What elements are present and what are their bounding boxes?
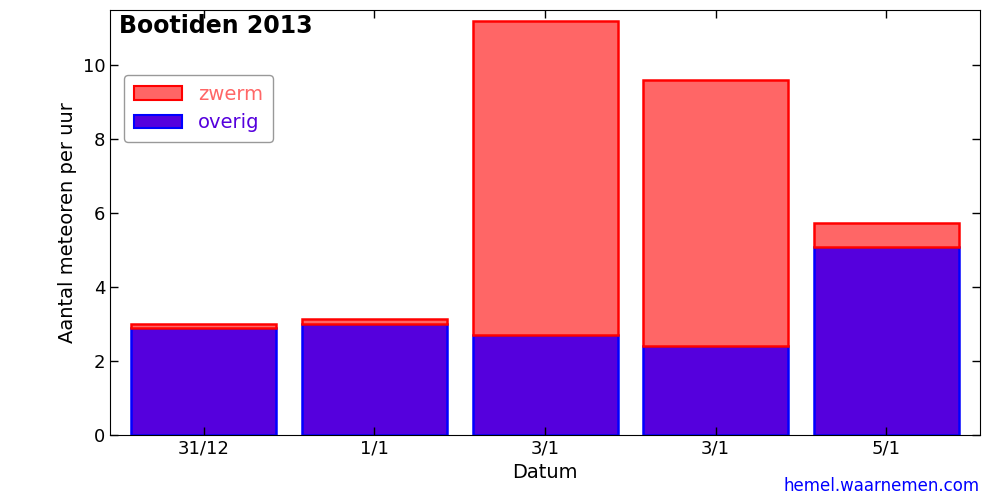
- Bar: [131, 324, 276, 328]
- Bar: [643, 80, 788, 346]
- Bar: [131, 328, 276, 435]
- Y-axis label: Aantal meteoren per uur: Aantal meteoren per uur: [58, 102, 77, 343]
- Legend: zwerm, overig: zwerm, overig: [124, 75, 273, 142]
- Bar: [302, 324, 447, 435]
- Bar: [302, 318, 447, 324]
- Bar: [814, 222, 959, 246]
- Bar: [643, 346, 788, 435]
- Bar: [473, 21, 618, 335]
- Bar: [473, 335, 618, 435]
- Text: hemel.waarnemen.com: hemel.waarnemen.com: [784, 477, 980, 495]
- Text: Bootiden 2013: Bootiden 2013: [119, 14, 312, 38]
- Bar: [814, 246, 959, 435]
- X-axis label: Datum: Datum: [512, 464, 578, 482]
